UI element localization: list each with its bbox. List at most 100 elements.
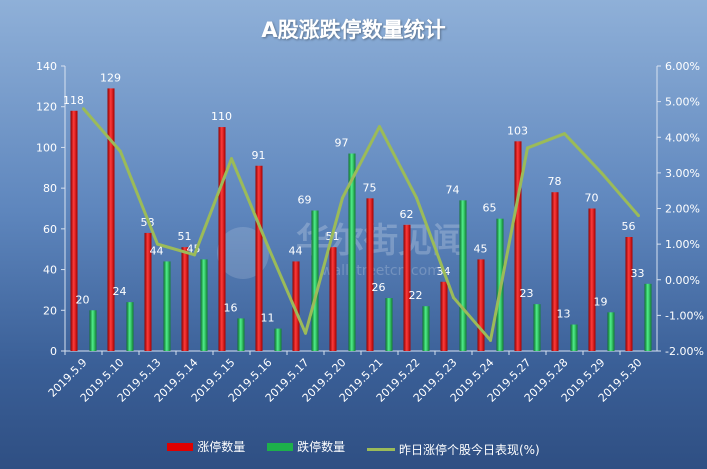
- data-label-limit-down: 69: [298, 194, 312, 207]
- data-label-limit-down: 20: [76, 293, 90, 306]
- legend-swatch-limit-up: [167, 442, 194, 451]
- bar-limit-down: [89, 310, 97, 351]
- bar-limit-up: [477, 259, 485, 351]
- bar-limit-up: [514, 141, 522, 351]
- data-label-limit-up: 103: [507, 124, 528, 137]
- bar-limit-up: [144, 232, 152, 351]
- data-label-limit-down: 44: [150, 244, 164, 257]
- legend-swatch-limit-down: [267, 442, 294, 451]
- line-point-performance: [489, 338, 492, 342]
- line-point-performance: [600, 171, 603, 175]
- data-label-limit-down: 11: [261, 312, 275, 325]
- data-label-limit-down: 26: [372, 281, 386, 294]
- data-label-limit-down: 19: [594, 295, 608, 308]
- legend: 涨停数量 跌停数量 昨日涨停个股今日表现(%): [0, 438, 707, 458]
- data-label-limit-up: 70: [585, 192, 599, 205]
- data-label-limit-down: 22: [409, 289, 423, 302]
- data-label-limit-up: 62: [400, 208, 414, 221]
- bar-limit-up: [366, 198, 374, 351]
- bar-limit-down: [126, 302, 134, 351]
- line-point-performance: [637, 214, 640, 218]
- y-left-tick-label: 140: [36, 60, 57, 73]
- data-label-limit-down: 74: [446, 183, 460, 196]
- bar-limit-up: [255, 165, 263, 351]
- y-right-tick-label: 2.00%: [665, 203, 700, 216]
- watermark-url: wallstreetcn.com: [321, 263, 441, 279]
- bar-limit-down: [237, 318, 245, 351]
- legend-label-limit-down: 跌停数量: [297, 440, 346, 454]
- line-point-performance: [341, 196, 344, 200]
- bar-limit-down: [607, 312, 615, 351]
- bar-limit-up: [625, 237, 633, 351]
- bar-limit-down: [348, 153, 356, 351]
- bar-limit-down: [459, 200, 467, 351]
- line-point-performance: [267, 246, 270, 250]
- data-label-limit-down: 16: [224, 301, 238, 314]
- data-label-limit-up: 44: [289, 244, 303, 257]
- bar-limit-down: [200, 259, 208, 351]
- data-label-limit-up: 118: [63, 94, 84, 107]
- y-left-tick-label: 120: [36, 101, 57, 114]
- y-left-tick-label: 20: [43, 304, 57, 317]
- bar-limit-down: [385, 298, 393, 351]
- line-point-performance: [193, 253, 196, 257]
- line-performance: [82, 107, 640, 342]
- y-left-tick-label: 80: [43, 182, 57, 195]
- data-label-limit-down: 24: [113, 285, 127, 298]
- bar-limit-up: [292, 261, 300, 351]
- bar-limit-up: [440, 281, 448, 351]
- legend-label-limit-up: 涨停数量: [197, 440, 246, 454]
- y-right-tick-label: 3.00%: [665, 167, 700, 180]
- chart-title: A股涨跌停数量统计: [261, 18, 446, 42]
- data-label-limit-up: 56: [622, 220, 636, 233]
- y-right-tick-label: -2.00%: [665, 345, 704, 358]
- data-label-limit-up: 129: [100, 71, 121, 84]
- bar-limit-up: [403, 224, 411, 351]
- bar-limit-up: [181, 247, 189, 351]
- line-point-performance: [82, 107, 85, 111]
- data-label-limit-up: 78: [548, 175, 562, 188]
- bar-limit-down: [422, 306, 430, 351]
- bar-limit-down: [311, 210, 319, 351]
- line-point-performance: [230, 157, 233, 161]
- line-point-performance: [452, 296, 455, 300]
- line-point-performance: [526, 146, 529, 150]
- bar-limit-up: [70, 110, 78, 352]
- y-right-tick-label: 5.00%: [665, 96, 700, 109]
- bar-limit-up: [107, 88, 115, 352]
- y-right-tick-label: 6.00%: [665, 60, 700, 73]
- data-label-limit-down: 65: [483, 202, 497, 215]
- legend-swatch-performance: [366, 447, 395, 451]
- y-left-tick-label: 0: [50, 345, 57, 358]
- bar-limit-up: [329, 247, 337, 351]
- line-point-performance: [415, 196, 418, 200]
- line-point-performance: [563, 132, 566, 136]
- data-label-limit-down: 23: [520, 287, 534, 300]
- bar-limit-down: [163, 261, 171, 351]
- watermark-text: 华尔街见闻: [296, 221, 466, 261]
- y-right-tick-label: 0.00%: [665, 274, 700, 287]
- line-point-performance: [119, 150, 122, 153]
- bar-limit-up: [551, 192, 559, 351]
- y-right-tick-label: 1.00%: [665, 238, 700, 251]
- bar-limit-down: [644, 283, 652, 351]
- y-right-tick-label: -1.00%: [665, 309, 704, 322]
- y-left-tick-label: 40: [43, 264, 57, 277]
- data-label-limit-up: 51: [178, 230, 192, 243]
- bar-limit-up: [218, 127, 226, 351]
- data-label-limit-up: 75: [363, 181, 377, 194]
- bar-limit-down: [570, 324, 578, 351]
- bar-limit-down: [274, 328, 282, 351]
- data-label-limit-down: 97: [335, 137, 349, 150]
- legend-item-performance: 昨日涨停个股今日表现(%): [366, 441, 540, 458]
- legend-item-limit-up: 涨停数量: [167, 438, 245, 455]
- legend-label-performance: 昨日涨停个股今日表现(%): [398, 442, 540, 457]
- data-label-limit-up: 110: [211, 110, 232, 123]
- legend-item-limit-down: 跌停数量: [267, 438, 345, 455]
- data-label-limit-down: 33: [631, 267, 645, 280]
- line-point-performance: [156, 242, 159, 246]
- bar-limit-down: [533, 304, 541, 351]
- y-left-tick-label: 100: [36, 141, 57, 154]
